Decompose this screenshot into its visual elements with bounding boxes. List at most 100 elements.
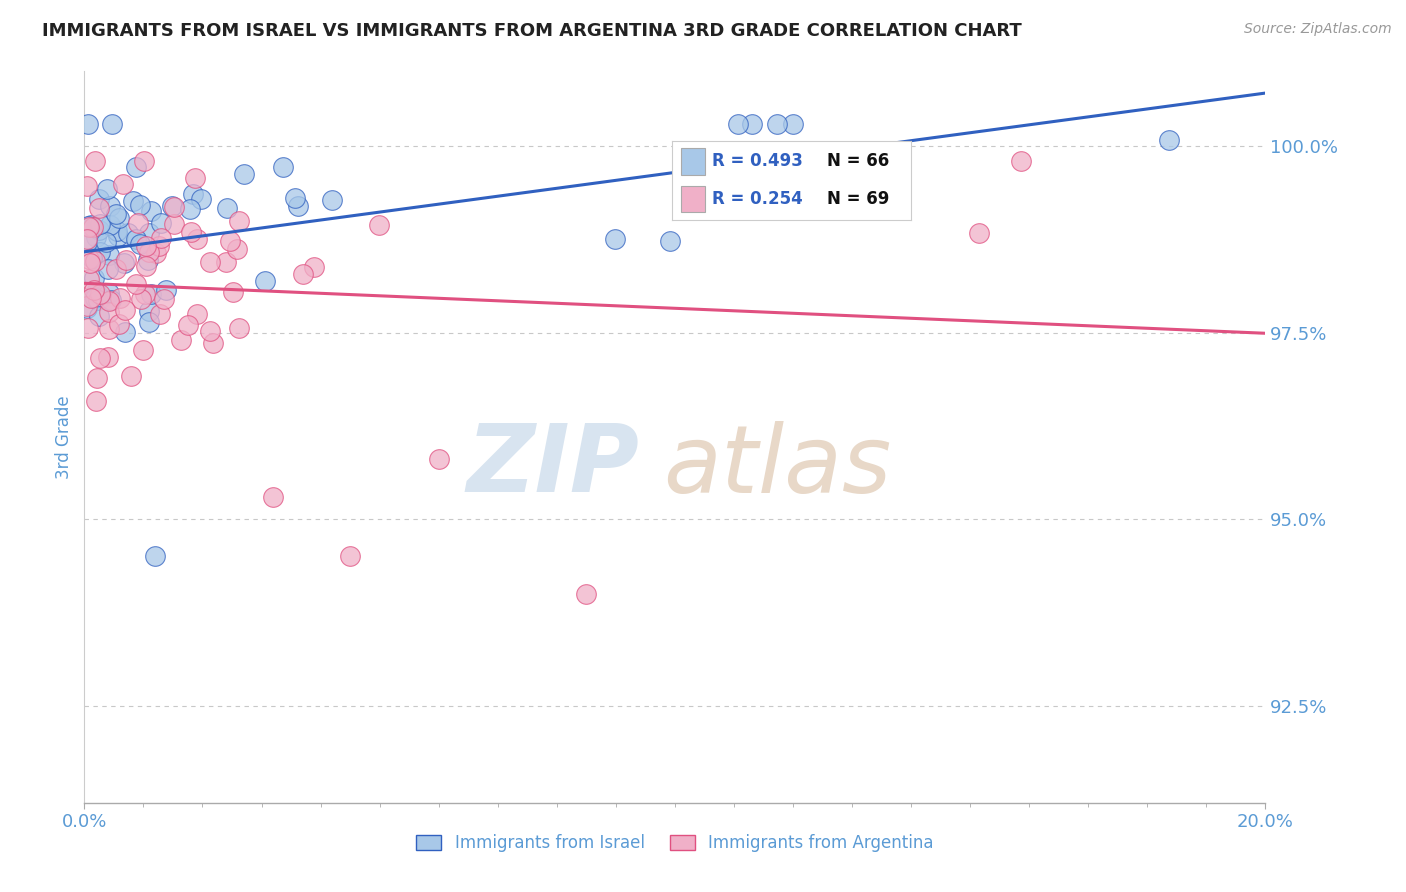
Bar bbox=[681, 148, 704, 175]
Legend: Immigrants from Israel, Immigrants from Argentina: Immigrants from Israel, Immigrants from … bbox=[408, 826, 942, 860]
Point bbox=[605, 232, 627, 246]
Point bbox=[100, 293, 122, 307]
Point bbox=[86, 370, 108, 384]
Point bbox=[108, 291, 131, 305]
Point bbox=[89, 351, 111, 365]
Point bbox=[575, 587, 598, 601]
Point bbox=[83, 153, 105, 168]
Point bbox=[107, 229, 129, 244]
Point bbox=[89, 201, 111, 215]
Point bbox=[198, 324, 221, 338]
Point bbox=[77, 220, 100, 235]
Point bbox=[200, 254, 222, 268]
Point bbox=[138, 315, 160, 329]
Point bbox=[271, 160, 294, 174]
Point bbox=[80, 218, 103, 232]
Point bbox=[98, 304, 121, 318]
Point bbox=[129, 292, 152, 306]
Point bbox=[766, 117, 789, 131]
Point bbox=[284, 191, 307, 205]
Point bbox=[101, 117, 124, 131]
Point bbox=[98, 218, 121, 232]
Point bbox=[967, 227, 990, 241]
Point bbox=[87, 193, 110, 207]
Point bbox=[84, 254, 107, 268]
Point bbox=[89, 244, 111, 259]
Point bbox=[94, 235, 117, 249]
Y-axis label: 3rd Grade: 3rd Grade bbox=[55, 395, 73, 479]
Point bbox=[135, 239, 157, 253]
Point bbox=[98, 322, 121, 336]
Point bbox=[170, 333, 193, 347]
Point bbox=[145, 245, 167, 260]
Point bbox=[368, 218, 391, 232]
Point bbox=[183, 171, 205, 186]
Point bbox=[115, 252, 138, 267]
Point bbox=[97, 294, 120, 309]
Point bbox=[180, 225, 202, 239]
Point bbox=[114, 302, 136, 317]
Text: atlas: atlas bbox=[664, 421, 891, 512]
Point bbox=[782, 117, 804, 131]
Point bbox=[77, 321, 100, 335]
Point bbox=[96, 182, 118, 196]
Point bbox=[132, 343, 155, 357]
Point bbox=[97, 350, 120, 364]
Point bbox=[149, 307, 172, 321]
Point bbox=[86, 229, 108, 244]
Point bbox=[163, 217, 186, 231]
Point bbox=[76, 299, 98, 313]
Point bbox=[97, 285, 120, 300]
Point bbox=[83, 271, 105, 285]
Text: N = 69: N = 69 bbox=[827, 190, 890, 208]
Point bbox=[76, 232, 98, 246]
Point bbox=[183, 186, 205, 201]
Point bbox=[120, 369, 142, 384]
Point bbox=[97, 261, 120, 276]
Point bbox=[143, 549, 166, 564]
Point bbox=[84, 393, 107, 408]
Point bbox=[134, 287, 156, 301]
Point bbox=[226, 242, 249, 256]
Point bbox=[76, 179, 98, 194]
Point bbox=[79, 256, 101, 270]
Point bbox=[89, 287, 111, 301]
Text: R = 0.493: R = 0.493 bbox=[713, 153, 803, 170]
Point bbox=[149, 230, 172, 244]
Point bbox=[114, 326, 136, 340]
Point bbox=[125, 232, 148, 246]
Text: ZIP: ZIP bbox=[467, 420, 640, 512]
Point bbox=[121, 194, 143, 208]
Point bbox=[84, 291, 107, 305]
Point bbox=[76, 235, 98, 250]
Point bbox=[83, 283, 105, 297]
Point bbox=[114, 255, 136, 269]
Point bbox=[76, 301, 98, 315]
Point bbox=[202, 335, 225, 350]
Point bbox=[104, 207, 127, 221]
Point bbox=[754, 164, 776, 178]
Point bbox=[139, 203, 162, 218]
Point bbox=[219, 234, 242, 248]
Point bbox=[222, 285, 245, 299]
Point bbox=[132, 153, 155, 168]
Point bbox=[138, 226, 160, 240]
Point bbox=[80, 251, 103, 265]
Point bbox=[427, 452, 450, 467]
Bar bbox=[681, 186, 704, 212]
Point bbox=[86, 293, 108, 307]
Point bbox=[339, 549, 361, 564]
Point bbox=[98, 198, 121, 212]
Point bbox=[124, 160, 146, 174]
Text: N = 66: N = 66 bbox=[827, 153, 890, 170]
Point bbox=[97, 248, 120, 262]
Point bbox=[104, 262, 127, 277]
Point bbox=[76, 219, 98, 233]
Point bbox=[82, 220, 104, 235]
Point bbox=[215, 255, 238, 269]
Point bbox=[186, 232, 208, 246]
Point bbox=[262, 490, 284, 504]
Point bbox=[111, 178, 134, 192]
Point bbox=[150, 215, 173, 229]
Point bbox=[129, 236, 152, 251]
